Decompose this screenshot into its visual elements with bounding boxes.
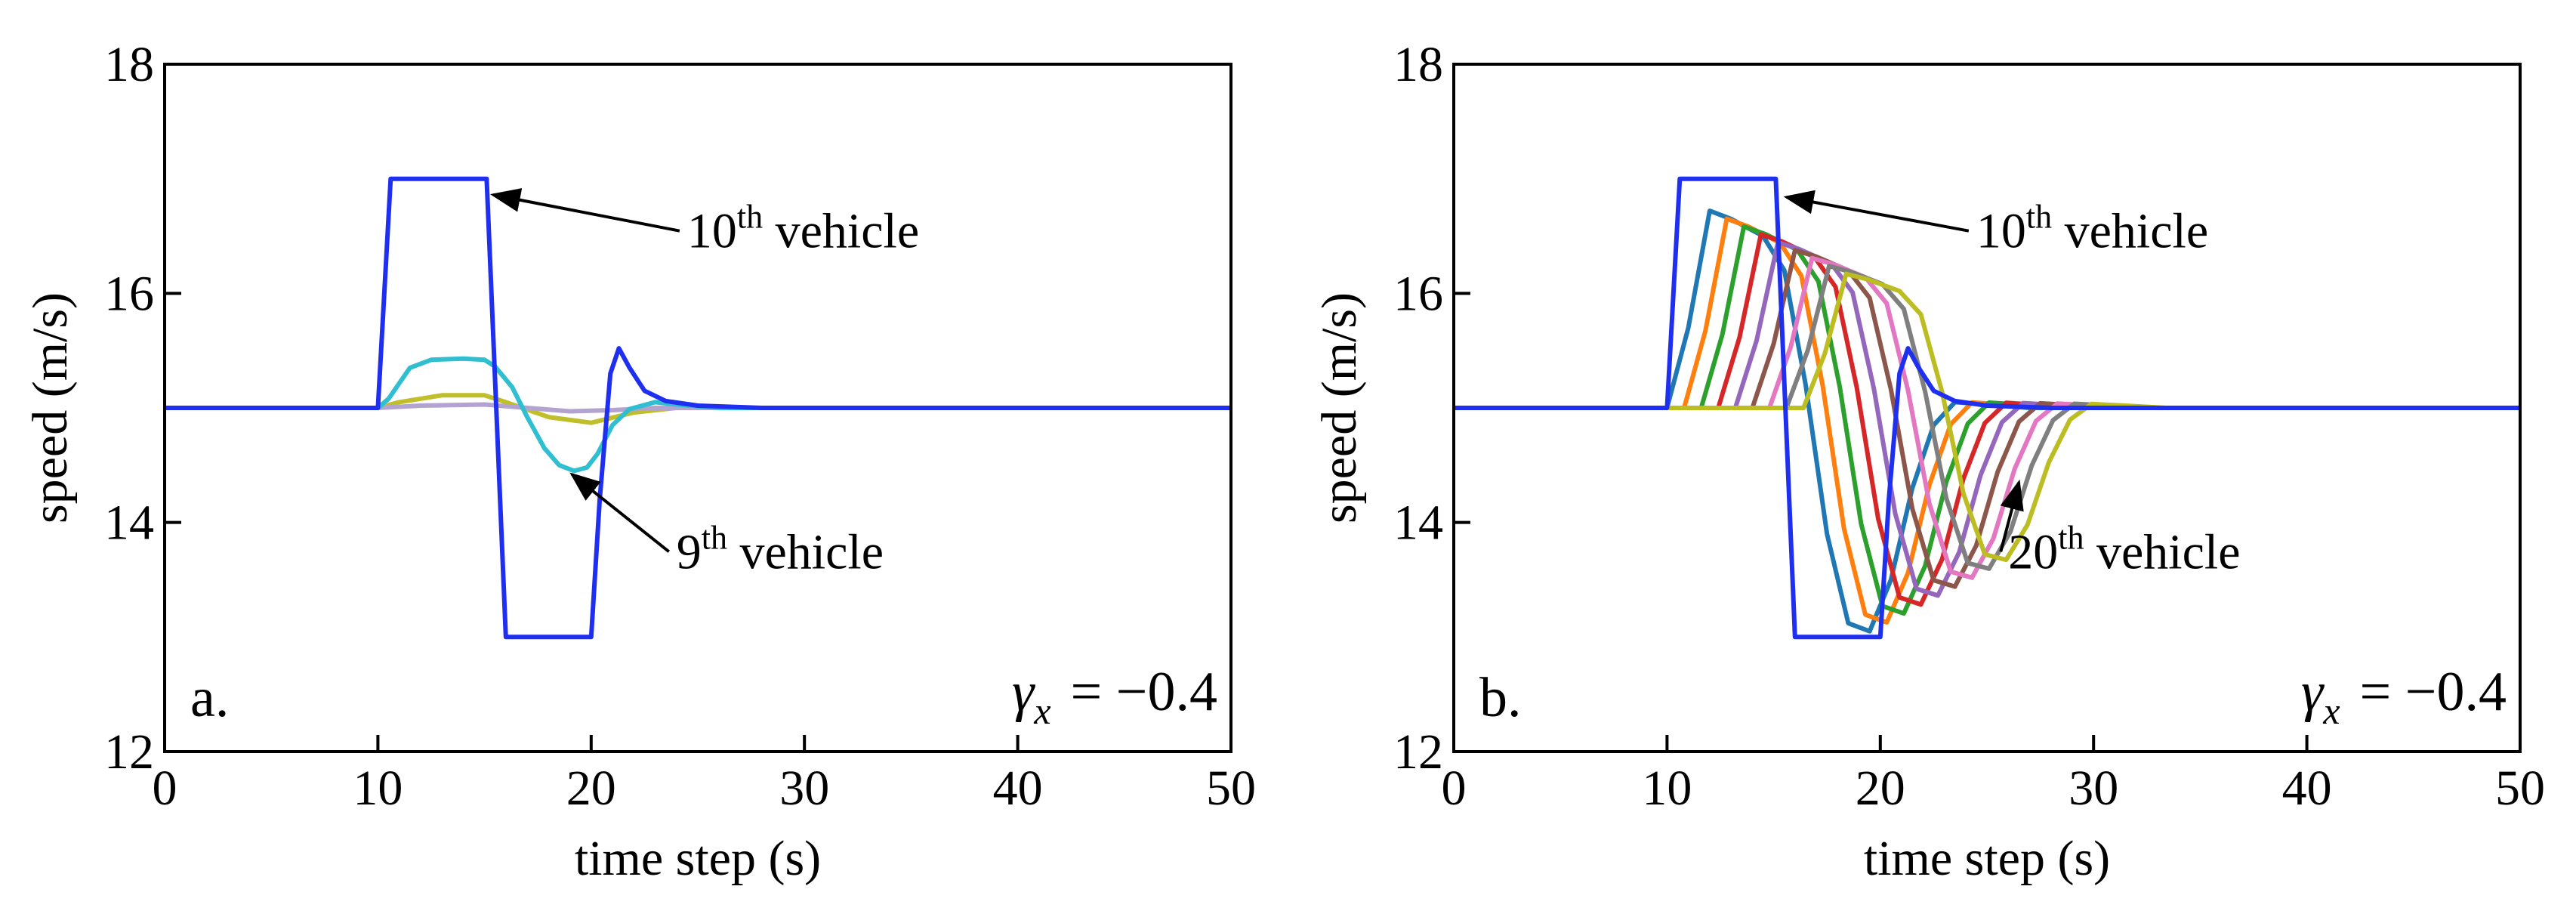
x-tick-label-a-5: 50 bbox=[1206, 761, 1256, 816]
x-tick-label-a-0: 0 bbox=[153, 761, 177, 816]
gamma-subscript-b: x bbox=[2322, 690, 2340, 732]
y-tick-label-a-1: 14 bbox=[104, 496, 154, 551]
annotation-a-0: 10th vehicle bbox=[687, 199, 919, 259]
y-tick-label-a-0: 12 bbox=[104, 724, 154, 780]
panel-label-a: a. bbox=[190, 667, 229, 729]
annotation-b-0: 10th vehicle bbox=[1976, 199, 2208, 259]
x-tick-label-b-4: 40 bbox=[2282, 761, 2332, 816]
series-line-b-6 bbox=[1454, 255, 2520, 580]
series-line-b-main-0 bbox=[1454, 176, 2520, 640]
x-tick-label-a-1: 10 bbox=[353, 761, 403, 816]
series-line-a-main-3 bbox=[165, 176, 1231, 640]
annotation-arrow-b-1 bbox=[1999, 479, 2024, 552]
x-tick-label-b-2: 20 bbox=[1856, 761, 1905, 816]
series-line-b-7 bbox=[1454, 264, 2520, 571]
x-axis-title-a: time step (s) bbox=[575, 831, 821, 886]
series-line-b-3 bbox=[1454, 232, 2520, 607]
plot-frame-a bbox=[163, 63, 1232, 753]
gamma-value-a: = −0.4 bbox=[1071, 661, 1217, 723]
annotation-arrow-a-0 bbox=[489, 188, 680, 233]
series-line-b-4 bbox=[1454, 239, 2520, 598]
series-line-b-2 bbox=[1454, 224, 2520, 616]
ticks-b: 0 10 20 30 40 50 12 14 16 18 bbox=[1393, 37, 2545, 816]
gamma-label-a: γx = −0.4 bbox=[1012, 661, 1217, 732]
annotations-b: 10th vehicle 20th vehicle bbox=[1783, 190, 2241, 579]
annotation-arrow-b-0 bbox=[1783, 190, 1970, 233]
y-tick-label-a-3: 18 bbox=[104, 37, 154, 92]
annotation-b-1: 20th vehicle bbox=[2008, 519, 2240, 579]
panel-b: 0 10 20 30 40 50 12 14 16 18 time step (s) speed … bbox=[1312, 37, 2545, 886]
x-tick-label-b-1: 10 bbox=[1642, 761, 1692, 816]
x-tick-label-b-0: 0 bbox=[1442, 761, 1467, 816]
annotation-arrow-a-1 bbox=[569, 472, 671, 553]
y-axis-title-b: speed (m/s) bbox=[1312, 292, 1367, 523]
gamma-label-b: γx = −0.4 bbox=[2301, 661, 2507, 732]
x-axis-title-b: time step (s) bbox=[1864, 831, 2110, 886]
ticks-a: 0 10 20 30 40 50 12 14 16 18 bbox=[104, 37, 1256, 816]
gamma-symbol-a: γ bbox=[1012, 661, 1035, 723]
series-line-b-5 bbox=[1454, 248, 2520, 589]
panel-label-b: b. bbox=[1479, 667, 1522, 729]
annotations-a: 10th vehicle 9th vehicle bbox=[489, 188, 919, 579]
plot-area-b bbox=[1454, 176, 2520, 640]
x-tick-label-b-5: 50 bbox=[2495, 761, 2545, 816]
series-line-b-8 bbox=[1454, 271, 2520, 563]
y-tick-label-b-2: 16 bbox=[1393, 266, 1443, 321]
y-axis-title-a: speed (m/s) bbox=[23, 292, 78, 523]
y-tick-label-a-2: 16 bbox=[104, 266, 154, 321]
plot-frame-b bbox=[1452, 63, 2522, 753]
gamma-value-b: = −0.4 bbox=[2360, 661, 2507, 723]
series-line-a-main-0 bbox=[165, 393, 1231, 425]
gamma-subscript-a: x bbox=[1033, 690, 1050, 732]
x-tick-label-a-4: 40 bbox=[993, 761, 1043, 816]
panel-a: 0 10 20 30 40 50 12 14 16 18 time step (s) speed … bbox=[23, 37, 1256, 886]
gamma-symbol-b: γ bbox=[2301, 661, 2325, 723]
plot-area-a bbox=[165, 176, 1231, 640]
series-line-a-main-2 bbox=[165, 356, 1231, 474]
series-line-a-main-1 bbox=[165, 402, 1231, 414]
y-tick-label-b-1: 14 bbox=[1393, 496, 1443, 551]
y-tick-label-b-0: 12 bbox=[1393, 724, 1443, 780]
annotation-a-1: 9th vehicle bbox=[677, 519, 884, 579]
x-tick-label-a-3: 30 bbox=[779, 761, 829, 816]
y-tick-label-b-3: 18 bbox=[1393, 37, 1443, 92]
x-tick-label-a-2: 20 bbox=[566, 761, 616, 816]
x-tick-label-b-3: 30 bbox=[2069, 761, 2118, 816]
